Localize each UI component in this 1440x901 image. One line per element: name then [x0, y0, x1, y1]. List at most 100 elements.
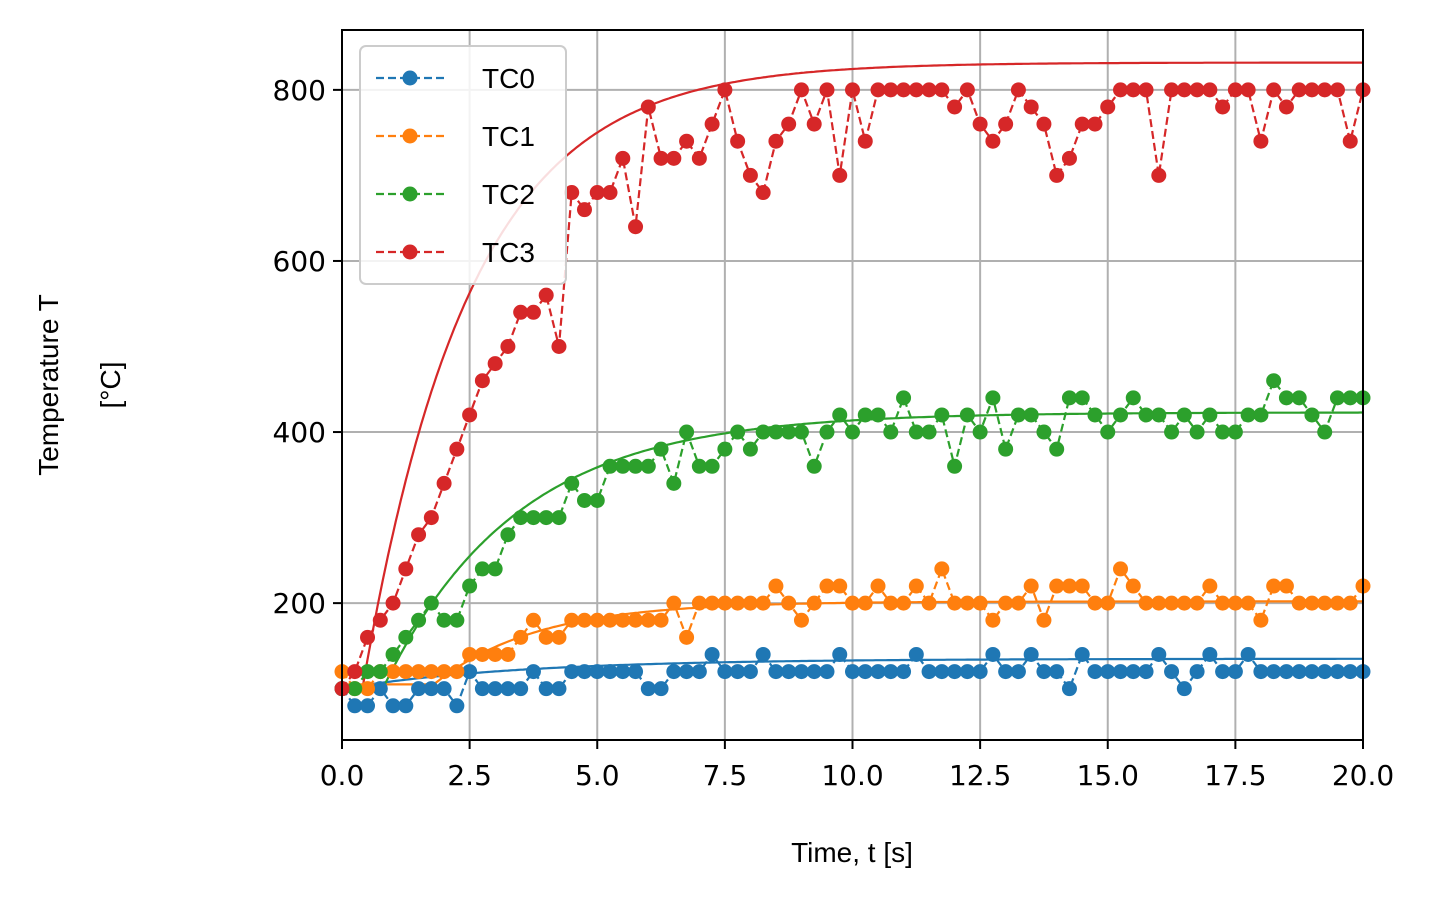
- data-point: [972, 424, 988, 440]
- data-point: [347, 698, 363, 714]
- data-point: [1253, 133, 1269, 149]
- data-point: [857, 595, 873, 611]
- data-point: [1317, 82, 1333, 98]
- data-point: [525, 510, 541, 526]
- data-point: [411, 527, 427, 543]
- data-point: [1227, 595, 1243, 611]
- data-point: [793, 82, 809, 98]
- data-point: [1278, 578, 1294, 594]
- data-point: [679, 664, 695, 680]
- data-point: [857, 407, 873, 423]
- data-point: [819, 424, 835, 440]
- data-point: [1304, 407, 1320, 423]
- legend-entry-tc3: TC3: [376, 237, 535, 268]
- data-point: [768, 664, 784, 680]
- data-point: [985, 390, 1001, 406]
- data-point: [449, 698, 465, 714]
- data-point: [1317, 424, 1333, 440]
- data-point: [1304, 595, 1320, 611]
- data-point: [921, 664, 937, 680]
- data-point: [845, 82, 860, 98]
- legend-entry-tc2: TC2: [376, 179, 535, 210]
- data-point: [921, 424, 937, 440]
- data-point: [717, 595, 733, 611]
- data-point: [347, 664, 363, 680]
- data-point: [870, 407, 886, 423]
- y-tick-label: 400: [273, 416, 326, 449]
- data-point: [1061, 150, 1077, 166]
- data-point: [947, 595, 963, 611]
- data-point: [1202, 407, 1218, 423]
- legend-label: TC0: [482, 63, 535, 94]
- data-point: [1266, 373, 1282, 389]
- y-axis-ticks: 200 400 600 800: [273, 74, 342, 620]
- data-point: [640, 681, 656, 697]
- data-point: [360, 698, 376, 714]
- data-point: [908, 578, 924, 594]
- data-point: [525, 664, 541, 680]
- data-point: [730, 595, 746, 611]
- data-point: [1151, 167, 1167, 183]
- data-point: [1329, 595, 1345, 611]
- data-point: [1278, 99, 1294, 115]
- data-point: [1342, 390, 1358, 406]
- data-point: [1151, 646, 1167, 662]
- data-point: [972, 595, 988, 611]
- data-point: [462, 664, 478, 680]
- data-point: [398, 629, 414, 645]
- data-point: [832, 578, 848, 594]
- data-point: [538, 681, 554, 697]
- series-tc3: [334, 82, 1371, 697]
- data-point: [845, 595, 860, 611]
- data-point: [832, 407, 848, 423]
- data-point: [551, 339, 567, 355]
- legend-label: TC3: [482, 237, 535, 268]
- data-point: [730, 664, 746, 680]
- data-point: [1291, 664, 1307, 680]
- data-point: [717, 441, 733, 457]
- data-point: [538, 287, 554, 303]
- data-point: [360, 629, 376, 645]
- data-point: [525, 304, 541, 320]
- data-point: [896, 82, 912, 98]
- data-point: [1087, 407, 1103, 423]
- data-point: [564, 475, 580, 491]
- legend-marker: [402, 244, 418, 260]
- data-point: [934, 561, 950, 577]
- data-point: [385, 646, 401, 662]
- data-point: [436, 664, 452, 680]
- legend-entry-tc1: TC1: [376, 121, 535, 152]
- legend-box: [359, 45, 567, 285]
- data-point: [1189, 595, 1205, 611]
- data-point: [615, 458, 631, 474]
- data-point: [972, 116, 988, 132]
- data-point: [474, 646, 490, 662]
- fit-curve-tc2: [342, 411, 1363, 690]
- x-tick-label: 2.5: [447, 759, 492, 792]
- data-point: [1304, 82, 1320, 98]
- data-point: [551, 681, 567, 697]
- data-point: [1125, 82, 1141, 98]
- data-point: [666, 664, 682, 680]
- y-tick-label: 600: [273, 245, 326, 278]
- data-point: [819, 578, 835, 594]
- data-point: [742, 595, 758, 611]
- y-tick-label: 800: [273, 74, 326, 107]
- data-point: [411, 681, 427, 697]
- data-point: [985, 133, 1001, 149]
- data-point: [615, 664, 631, 680]
- data-point: [691, 458, 707, 474]
- data-point: [602, 664, 618, 680]
- data-point: [985, 612, 1001, 628]
- data-point: [998, 664, 1014, 680]
- data-point: [883, 595, 899, 611]
- x-axis-label: Time, t [s]: [791, 837, 913, 868]
- data-point: [474, 681, 490, 697]
- data-point: [423, 664, 439, 680]
- data-point: [793, 664, 809, 680]
- x-tick-label: 5.0: [575, 759, 620, 792]
- data-point: [1113, 407, 1129, 423]
- data-point: [832, 646, 848, 662]
- data-point: [959, 595, 975, 611]
- data-point: [998, 441, 1014, 457]
